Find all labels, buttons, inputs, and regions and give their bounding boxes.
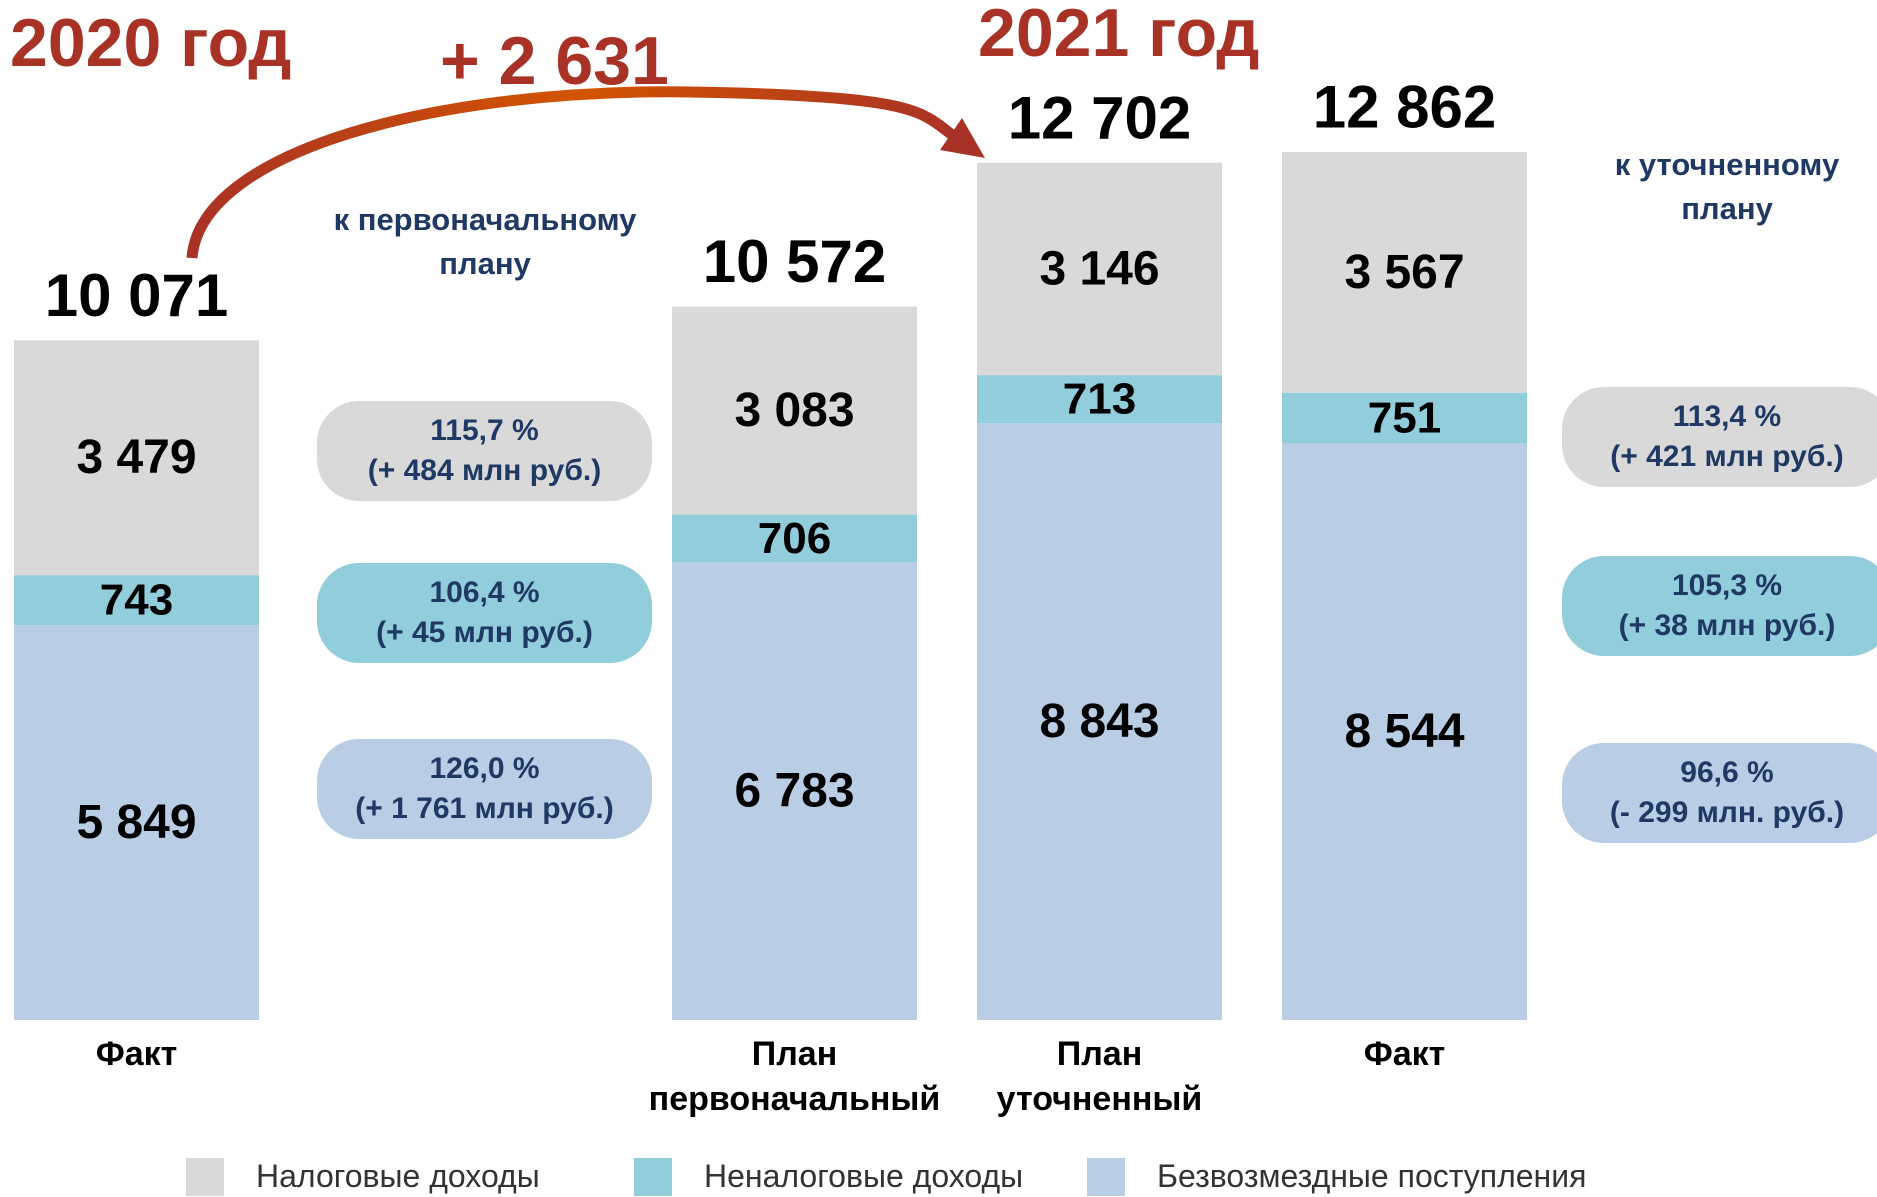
comparison-change: (+ 421 млн руб.) [1610,440,1844,473]
bar-segment [14,340,259,576]
segment-label: 706 [758,514,831,563]
comparison-change: (+ 484 млн руб.) [367,454,602,487]
segment-label: 751 [1368,394,1441,443]
total-label: 12 862 [1313,74,1497,141]
comparison-percent: 105,3 % [1671,569,1783,602]
comparison-percent: 96,6 % [1680,756,1774,789]
legend-label: Неналоговые доходы [704,1158,1024,1194]
comparison-box: 115,7 % (+ 484 млн руб.) [317,401,652,501]
arrow [186,86,965,259]
category-label: План уточненный [996,1035,1203,1118]
comparison-title: плану [1681,191,1773,226]
legend-swatch [1087,1158,1125,1196]
change-label: + 2 631 [440,23,669,99]
bar-segment [1282,392,1527,444]
comparison-change: (+ 38 млн руб.) [1618,609,1836,642]
total-label: 10 071 [45,262,229,329]
comparison-percent: 126,0 % [429,752,540,785]
comparison-box: 113,4 % (+ 421 млн руб.) [1562,387,1877,487]
segment-label: 713 [1063,375,1136,424]
total-label: 10 572 [703,228,887,295]
comparison-box: 106,4 % (+ 45 млн руб.) [317,563,652,663]
bar-segment [14,575,259,626]
segment-label: 3 479 [76,431,196,484]
segment-label: 3 567 [1344,246,1464,299]
category-label: Факт [95,1035,178,1073]
comparison-box: 126,0 % (+ 1 761 млн руб.) [317,739,652,839]
legend-swatch [186,1158,224,1196]
comparison-change: (+ 1 761 млн руб.) [355,792,614,825]
segment-label: 743 [100,576,173,625]
comparison-title: к уточненному [1614,147,1840,182]
comparison-box: 96,6 % (- 299 млн. руб.) [1562,743,1877,843]
comparison-percent: 113,4 % [1672,400,1782,433]
segment-label: 3 083 [734,384,854,437]
comparison-title: плану [439,246,531,281]
bar-segment [672,562,917,1020]
legend-label: Налоговые доходы [256,1158,540,1194]
comparison-box: 105,3 % (+ 38 млн руб.) [1562,556,1877,656]
segment-label: 6 783 [734,765,854,818]
bar-segment [672,306,917,515]
bar-segment [14,625,259,1020]
segment-label: 8 544 [1344,705,1464,758]
total-label: 12 702 [1008,84,1192,151]
segment-label: 5 849 [76,796,196,849]
category-label: План первоначальный [648,1035,941,1118]
comparison-title: к первоначальному [333,202,637,237]
comparison-change: (- 299 млн. руб.) [1609,796,1845,829]
segment-label: 8 843 [1039,695,1159,748]
bar-segment [977,423,1222,1020]
bar-segment [977,375,1222,424]
arrow-head [940,118,985,158]
bar-segment [672,514,917,563]
year-label: 2020 год [10,5,292,81]
bar-segment [1282,152,1527,393]
bar-segment [977,162,1222,376]
comparison-percent: 106,4 % [429,576,540,609]
year-label: 2021 год [978,0,1260,71]
comparison-percent: 115,7 % [430,414,539,447]
category-label: Факт [1363,1035,1446,1073]
comparison-change: (+ 45 млн руб.) [376,616,593,649]
bar-segment [1282,443,1527,1020]
legend-swatch [634,1158,672,1196]
legend-label: Безвозмездные поступления [1157,1158,1587,1194]
segment-label: 3 146 [1039,242,1159,295]
